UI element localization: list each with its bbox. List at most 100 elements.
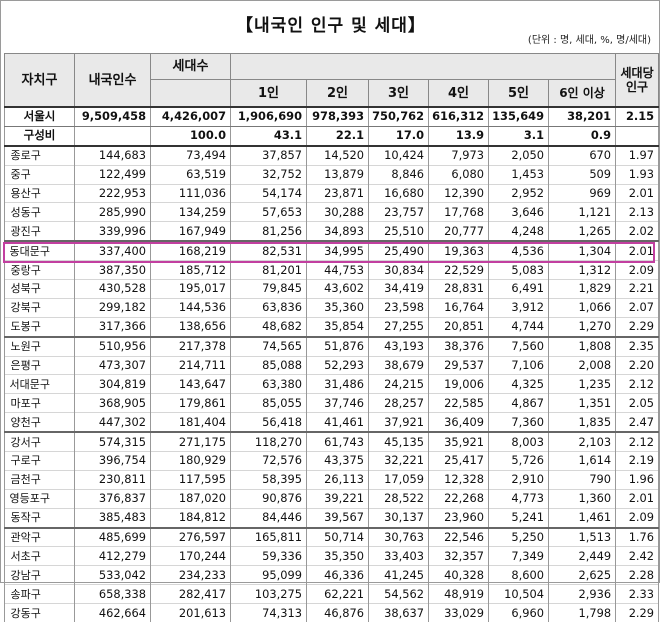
table-cell: 22,268 (428, 488, 489, 509)
table-cell: 1.97 (615, 145, 660, 166)
table-cell: 35,360 (306, 297, 369, 318)
table-cell: 2.28 (615, 565, 660, 585)
table-cell: 7,973 (428, 145, 489, 166)
table-cell: 16,680 (368, 183, 429, 203)
table-cell: 2.47 (615, 412, 660, 433)
population-table: 자치구 내국인수 세대수 세대당 인구 1인 2인 3인 4인 5인 6인 이상… (4, 53, 660, 622)
table-cell: 1,121 (547, 202, 617, 222)
table-cell: 387,350 (74, 260, 151, 280)
table-cell: 214,711 (150, 355, 231, 375)
table-cell: 138,656 (150, 316, 231, 337)
district-name-text: 강남구 (10, 568, 41, 582)
district-name: 노원구 (4, 335, 75, 357)
table-cell: 10,504 (488, 584, 549, 604)
table-cell: 25,490 (368, 240, 429, 261)
table-cell: 574,315 (74, 431, 151, 452)
unit-note: (단위 : 명, 세대, %, 명/세대) (527, 35, 651, 46)
district-name: 중랑구 (4, 260, 75, 280)
table-row: 강북구 299,182 144,536 63,836 35,360 23,598 16,76… (4, 297, 660, 318)
table-cell: 43,193 (368, 335, 429, 357)
header-population: 내국인수 (74, 53, 151, 108)
table-cell: 1,614 (547, 451, 617, 471)
table-cell: 179,861 (150, 393, 231, 413)
table-cell: 28,831 (428, 279, 489, 299)
table-cell: 4,867 (488, 393, 549, 413)
district-name-text: 중랑구 (10, 263, 41, 277)
table-cell: 2.35 (615, 335, 660, 357)
table-cell: 1,066 (547, 297, 617, 318)
table-cell: 54,174 (230, 183, 307, 203)
table-cell: 181,404 (150, 412, 231, 433)
table-cell: 2.01 (615, 488, 660, 509)
table-cell: 63,519 (150, 164, 231, 185)
table-cell: 50,714 (306, 526, 369, 547)
table-row: 종로구 144,683 73,494 37,857 14,520 10,424 7,973 2… (4, 145, 660, 166)
table-cell: 4,536 (488, 240, 549, 261)
table-cell: 8,846 (368, 164, 429, 185)
table-cell: 45,135 (368, 431, 429, 452)
table-cell: 95,099 (230, 565, 307, 585)
table-cell: 13,879 (306, 164, 369, 185)
table-cell: 1,304 (547, 240, 617, 261)
table-cell: 1,235 (547, 374, 617, 394)
table-cell: 3,912 (488, 297, 549, 318)
table-cell: 28,522 (368, 488, 429, 509)
table-cell: 7,349 (488, 546, 549, 566)
district-name-text: 양천구 (10, 415, 41, 429)
ratio-row: 구성비 100.0 43.1 22.1 17.0 13.9 3.1 0.9 (4, 125, 660, 147)
table-cell: 2.20 (615, 355, 660, 375)
table-cell: 185,712 (150, 260, 231, 280)
table-cell: 48,919 (428, 584, 489, 604)
table-cell: 3,646 (488, 202, 549, 222)
table-cell: 1.96 (615, 469, 660, 490)
table-cell: 8,600 (488, 565, 549, 585)
table-cell: 1,265 (547, 221, 617, 242)
table-row: 중구 122,499 63,519 32,752 13,879 8,846 6,080 1,4… (4, 164, 660, 185)
total-name: 서울시 (4, 105, 75, 127)
table-cell: 2.19 (615, 451, 660, 471)
table-cell: 37,921 (368, 412, 429, 433)
table-cell: 5,726 (488, 451, 549, 471)
table-cell: 30,763 (368, 526, 429, 547)
header-district: 자치구 (4, 53, 75, 108)
district-name: 양천구 (4, 412, 75, 433)
district-name-text: 관악구 (10, 531, 41, 545)
total-cell: 978,393 (306, 105, 369, 127)
table-row: 금천구 230,811 117,595 58,395 26,113 17,059 12,32… (4, 469, 660, 490)
table-cell: 27,255 (368, 316, 429, 337)
district-name: 서초구 (4, 546, 75, 566)
table-cell: 1,351 (547, 393, 617, 413)
table-cell: 46,876 (306, 603, 369, 622)
table-cell: 1,835 (547, 412, 617, 433)
table-cell: 167,949 (150, 221, 231, 242)
table-cell: 2,103 (547, 431, 617, 452)
district-name: 강동구 (4, 603, 75, 622)
district-name: 강북구 (4, 297, 75, 318)
table-row: 송파구 658,338 282,417 103,275 62,221 54,562 48,9… (4, 584, 660, 604)
table-cell: 134,259 (150, 202, 231, 222)
table-cell: 230,811 (74, 469, 151, 490)
district-name-text: 금천구 (10, 473, 41, 487)
table-cell: 39,221 (306, 488, 369, 509)
district-name-text: 동대문구 (9, 244, 50, 258)
table-cell: 58,395 (230, 469, 307, 490)
table-cell: 2.01 (615, 183, 660, 203)
header-size-group (229, 53, 617, 80)
district-name: 용산구 (4, 183, 75, 203)
table-cell: 2,625 (547, 565, 617, 585)
table-cell: 34,893 (306, 221, 369, 242)
table-row: 용산구 222,953 111,036 54,174 23,871 16,680 12,39… (4, 183, 660, 203)
table-cell: 510,956 (74, 335, 151, 357)
table-cell: 299,182 (74, 297, 151, 318)
total-cell: 9,509,458 (74, 105, 151, 127)
table-row: 양천구 447,302 181,404 56,418 41,461 37,921 36,40… (4, 412, 660, 433)
ratio-cell: 43.1 (230, 125, 307, 147)
table-cell: 6,080 (428, 164, 489, 185)
table-cell: 4,325 (488, 374, 549, 394)
page-title: 【내국인 인구 및 세대】 (236, 16, 426, 36)
district-name-text: 강서구 (10, 435, 41, 449)
table-cell: 317,366 (74, 316, 151, 337)
table-cell: 144,683 (74, 145, 151, 166)
table-cell: 90,876 (230, 488, 307, 509)
table-row: 노원구 510,956 217,378 74,565 51,876 43,193 38,37… (4, 335, 660, 357)
